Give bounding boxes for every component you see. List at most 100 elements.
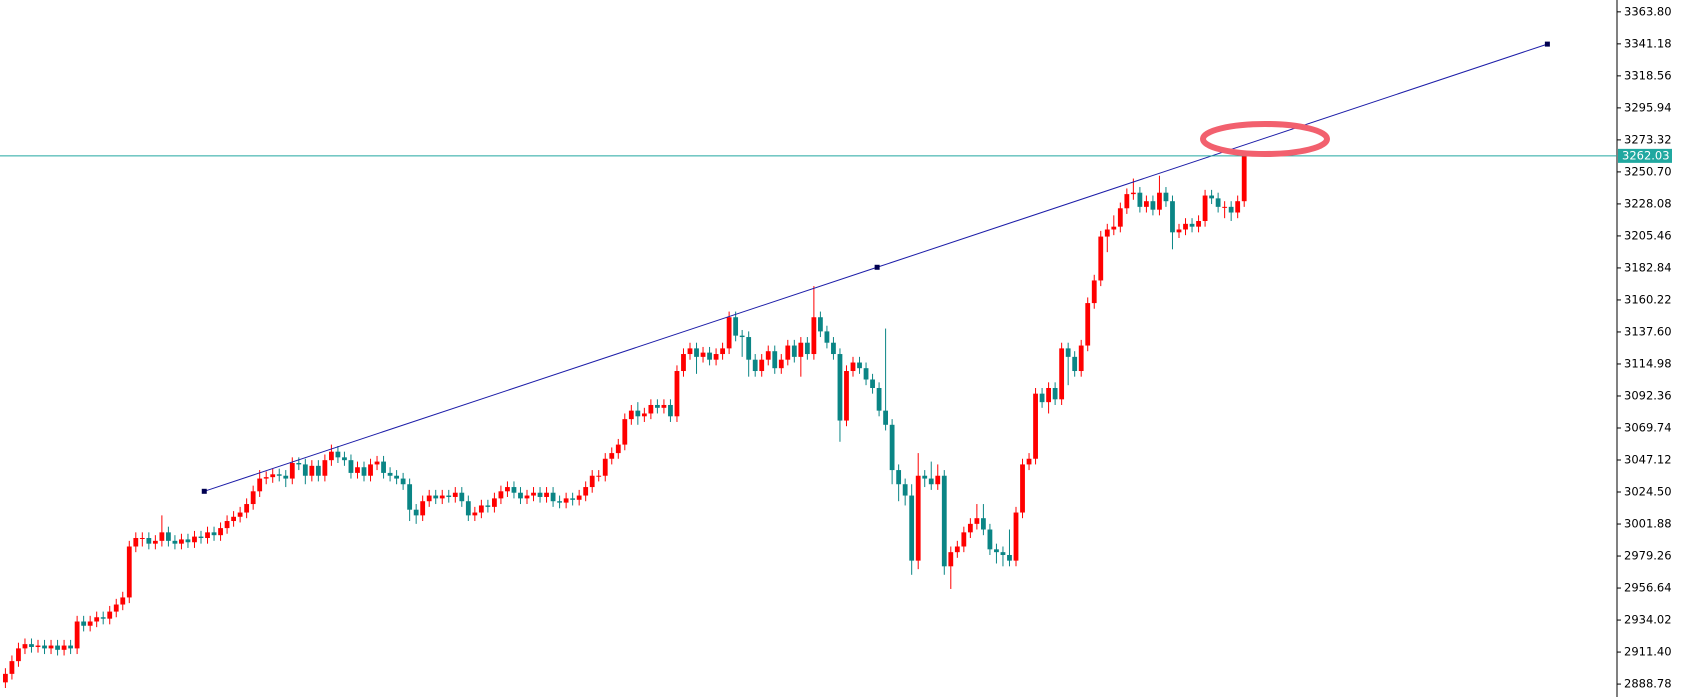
candle-body — [948, 552, 954, 567]
candle-body — [263, 477, 269, 479]
candle-body — [739, 335, 745, 338]
candle-body — [439, 495, 445, 499]
candle-body — [1170, 201, 1175, 233]
candle-body — [1241, 155, 1247, 202]
candle-body — [146, 538, 152, 544]
candle-body — [1111, 226, 1117, 230]
trend-handle — [874, 264, 880, 270]
candle-body — [876, 387, 882, 411]
candle-body — [1000, 552, 1006, 555]
candle-body — [9, 661, 15, 674]
candle-body — [1144, 201, 1149, 207]
candle-body — [576, 495, 582, 500]
candle-body — [192, 536, 197, 543]
candle-body — [472, 512, 478, 516]
candle-body — [889, 424, 895, 471]
candle-body — [413, 509, 419, 516]
candle-body — [329, 451, 334, 461]
y-tick-label: 3114.98 — [1624, 356, 1672, 370]
candle-body — [1078, 345, 1084, 372]
y-tick-label: 2956.64 — [1624, 581, 1672, 595]
candle-body — [498, 491, 504, 499]
candle-body — [1235, 201, 1241, 213]
candle-body — [452, 492, 458, 497]
candle-body — [531, 492, 536, 496]
candle-body — [791, 345, 797, 357]
candle-body — [915, 475, 921, 561]
y-tick-label: 3160.22 — [1624, 292, 1672, 306]
y-tick-label: 3069.74 — [1624, 420, 1672, 434]
candle-body — [81, 621, 87, 626]
candle-body — [16, 648, 21, 662]
candle-body — [394, 475, 399, 479]
candle-body — [524, 495, 530, 499]
candle-body — [387, 472, 393, 476]
candle-body — [824, 331, 830, 343]
candle-body — [237, 512, 243, 517]
candle-body — [544, 492, 549, 497]
candle-body — [361, 467, 367, 476]
candle-body — [628, 410, 634, 420]
candle-body — [987, 529, 993, 550]
candle-body — [159, 532, 165, 541]
y-tick-label: 3273.32 — [1624, 132, 1672, 146]
candle-body — [713, 354, 719, 360]
candle-body — [863, 368, 869, 380]
y-tick-label: 3092.36 — [1624, 388, 1672, 402]
candle-body — [224, 521, 230, 529]
candle-body — [655, 404, 660, 408]
candle-body — [100, 617, 106, 619]
candle-body — [941, 475, 947, 567]
candle-body — [1130, 192, 1136, 195]
candle-body — [198, 536, 204, 539]
candle-body — [700, 352, 706, 357]
candle-body — [426, 495, 432, 502]
candle-body — [179, 539, 184, 544]
candle-body — [1209, 195, 1214, 199]
candle-body — [342, 457, 347, 461]
candle-body — [596, 475, 602, 477]
candle-body — [687, 348, 693, 355]
candle-body — [276, 474, 282, 476]
candle-body — [231, 516, 236, 522]
candle-body — [283, 475, 289, 479]
candle-body — [511, 487, 517, 493]
last-price-box — [1618, 148, 1672, 163]
y-tick-label: 2911.40 — [1624, 645, 1672, 659]
candle-body — [733, 317, 739, 336]
last-price-label: 3262.03 — [1622, 148, 1670, 162]
candle-body — [270, 474, 276, 478]
candle-body — [570, 498, 576, 500]
candle-body — [1117, 208, 1123, 227]
candle-body — [1150, 201, 1156, 210]
candle-body — [648, 404, 654, 414]
candle-body — [407, 484, 413, 510]
candle-body — [622, 419, 628, 445]
candle-body — [981, 518, 986, 530]
candle-body — [302, 464, 308, 476]
candle-body — [1222, 206, 1228, 208]
candle-body — [296, 463, 302, 465]
candle-body — [35, 645, 41, 647]
candle-body — [120, 597, 126, 605]
candle-body — [381, 461, 386, 473]
candle-body — [850, 362, 856, 372]
candle-body — [674, 371, 680, 417]
candle-body — [22, 644, 28, 649]
candle-body — [3, 673, 8, 683]
candle-body — [29, 644, 34, 647]
candle-body — [133, 538, 139, 547]
candle-body — [550, 492, 556, 502]
candle-body — [726, 317, 732, 349]
candle-body — [400, 478, 406, 485]
y-tick-label: 2979.26 — [1624, 549, 1672, 563]
candle-body — [778, 359, 784, 369]
candle-body — [935, 475, 941, 485]
candle-body — [1176, 229, 1182, 233]
candle-body — [922, 475, 928, 479]
y-tick-label: 3228.08 — [1624, 196, 1672, 210]
candle-body — [563, 498, 569, 503]
candle-body — [1189, 223, 1195, 227]
candle-body — [759, 359, 765, 372]
